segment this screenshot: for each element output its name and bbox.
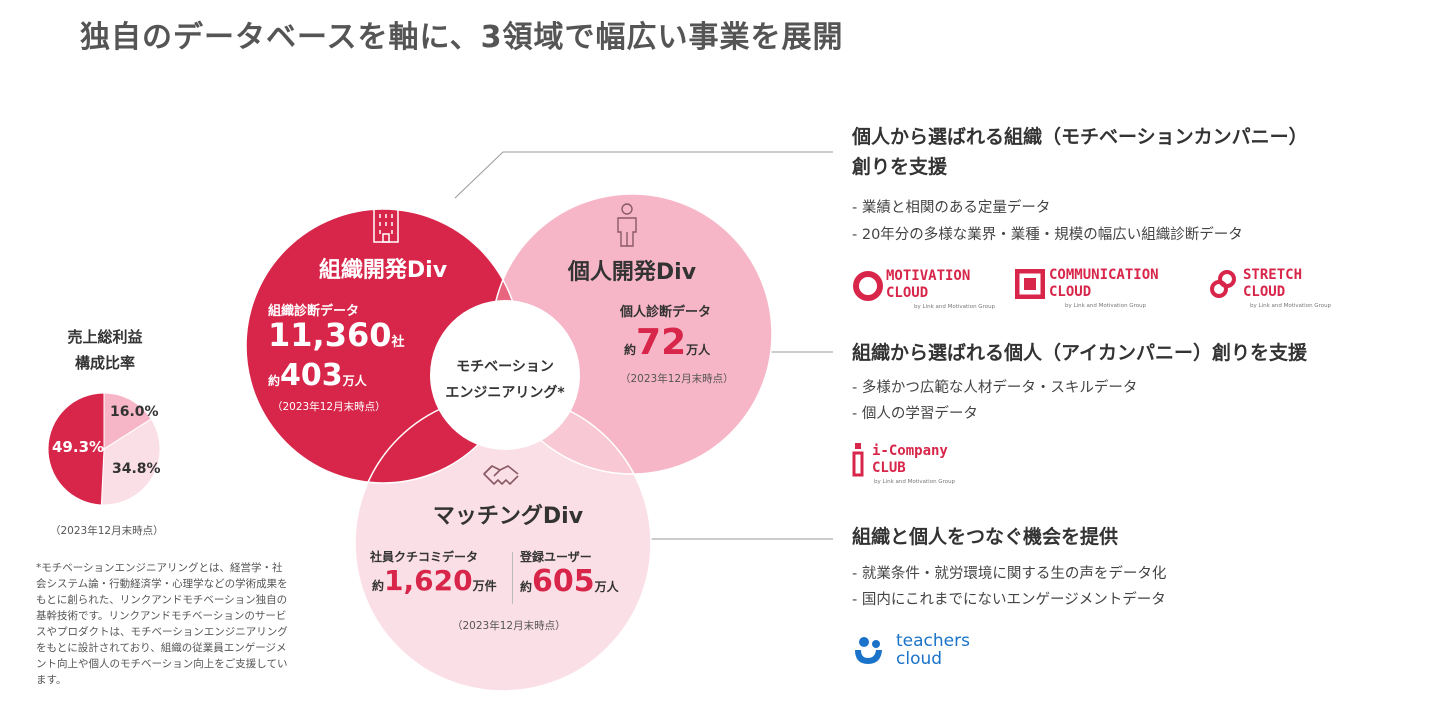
motivation-cloud-logo[interactable]: MOTIVATION CLOUD by Link and Motivation … xyxy=(852,268,995,312)
section1-bullet: - 20年分の多様な業界・業種・規模の幅広い組織診断データ xyxy=(852,227,1243,243)
pie-slice-1 xyxy=(103,392,152,450)
ind-prefix: 約 xyxy=(624,343,637,357)
pie-title-line1: 売上総利益 xyxy=(67,328,143,346)
match-value1: 1,620 xyxy=(384,564,473,597)
footnote-line: *モチベーションエンジニアリングとは、経営学・社 xyxy=(36,562,283,574)
motivation-cloud-line2: CLOUD xyxy=(886,285,929,301)
center-label-line1: モチベーション xyxy=(456,359,554,375)
org-date: （2023年12月末時点） xyxy=(272,401,386,413)
communication-cloud-line2: CLOUD xyxy=(1049,284,1092,300)
pie-label-slice-2: 34.8% xyxy=(112,461,161,477)
ind-metric-label: 個人診断データ xyxy=(620,305,712,320)
page-title: 独自のデータベースを軸に、3領域で幅広い事業を展開 xyxy=(80,20,844,55)
org-value1-row: 11,360社 xyxy=(268,316,405,354)
motivation-cloud-mark-icon xyxy=(853,271,883,301)
pie-label-slice-1: 16.0% xyxy=(110,404,159,420)
building-icon xyxy=(373,207,399,243)
org-unit1: 社 xyxy=(391,335,405,350)
org-div-title: 組織開発Div xyxy=(318,258,448,283)
i-company-mark-icon xyxy=(852,443,864,477)
match-div-title: マッチングDiv xyxy=(432,504,584,529)
ind-value: 72 xyxy=(636,322,687,363)
match-metric2-label: 登録ユーザー xyxy=(520,550,592,564)
section3-bullet: - 国内にこれまでにないエンゲージメントデータ xyxy=(852,592,1166,608)
stretch-cloud-logo[interactable]: STRETCH CLOUD by Link and Motivation Gro… xyxy=(1208,267,1338,311)
stretch-cloud-line2: CLOUD xyxy=(1243,284,1286,300)
match-metric1-label: 社員クチコミデータ xyxy=(370,550,479,564)
section1-bullet: - 業績と相関のある定量データ xyxy=(852,200,1051,216)
footnote-line: ます。 xyxy=(36,674,67,686)
i-company-club-logo[interactable]: i-Company CLUB by Link and Motivation Gr… xyxy=(852,443,982,487)
teachers-cloud-line2: cloud xyxy=(896,649,943,669)
section2-bullet: - 個人の学習データ xyxy=(852,406,978,422)
teachers-cloud-line1: teachers xyxy=(896,631,970,651)
pie-title-line2: 構成比率 xyxy=(74,354,135,372)
footnote-line: ント向上や個人のモチベーション向上をご支援してい xyxy=(36,658,288,670)
org-unit2: 万人 xyxy=(342,374,367,388)
section3-heading: 組織と個人をつなぐ機会を提供 xyxy=(852,526,1119,548)
match-value2: 605 xyxy=(532,564,595,599)
section3-bullet: - 就業条件・就労環境に関する生の声をデータ化 xyxy=(852,566,1167,582)
connector-line-top xyxy=(454,151,833,199)
teachers-cloud-logo[interactable]: teachers cloud xyxy=(852,632,982,672)
match-prefix1: 約 xyxy=(372,579,385,593)
org-metric-label: 組織診断データ xyxy=(268,304,360,319)
section2-heading: 組織から選ばれる個人（アイカンパニー）創りを支援 xyxy=(852,342,1308,364)
person-icon xyxy=(617,203,637,247)
org-prefix2: 約 xyxy=(268,374,281,388)
section1-heading-line1: 個人から選ばれる組織（モチベーションカンパニー） xyxy=(852,126,1308,148)
communication-cloud-mark-icon xyxy=(1015,269,1045,299)
motivation-cloud-sub: by Link and Motivation Group xyxy=(914,304,996,310)
center-circle xyxy=(430,300,580,450)
footnote-line: をもとに設計されており、組織の従業員エンゲージメ xyxy=(36,642,287,654)
org-value2: 403 xyxy=(280,358,343,393)
pie-slice-3 xyxy=(47,392,105,506)
pie-chart xyxy=(47,392,161,506)
ind-unit: 万人 xyxy=(686,343,711,357)
footnote-line: もとに創られた、リンクアンドモチベーション独自の xyxy=(36,594,288,606)
motivation-cloud-line1: MOTIVATION xyxy=(886,268,971,284)
center-label-line2: エンジニアリング* xyxy=(445,385,565,401)
stretch-cloud-line1: STRETCH xyxy=(1243,267,1303,283)
i-company-sub: by Link and Motivation Group xyxy=(874,479,956,485)
footnote-line: スやプロダクトは、モチベーションエンジニアリング xyxy=(36,626,288,638)
match-date: （2023年12月末時点） xyxy=(452,620,566,632)
match-value2-row: 約605万人 xyxy=(520,564,619,599)
footnote-line: 基幹技術です。リンクアンドモチベーションのサービ xyxy=(36,610,287,622)
pie-slice-2 xyxy=(100,418,161,506)
stretch-cloud-mark-icon xyxy=(1210,270,1236,298)
footnote: *モチベーションエンジニアリングとは、経営学・社 会システム論・行動経済学・心理… xyxy=(36,560,316,688)
match-divider xyxy=(512,552,513,604)
ind-div-title: 個人開発Div xyxy=(567,260,697,285)
section1-heading-line2: 創りを支援 xyxy=(852,156,948,178)
match-unit2: 万人 xyxy=(594,580,619,594)
match-prefix2: 約 xyxy=(520,580,533,594)
teachers-cloud-mark-icon xyxy=(855,637,882,664)
i-company-line1: i-Company xyxy=(872,443,948,459)
i-company-line2: CLUB xyxy=(872,460,906,476)
communication-cloud-sub: by Link and Motivation Group xyxy=(1065,303,1147,309)
communication-cloud-logo[interactable]: COMMUNICATION CLOUD by Link and Motivati… xyxy=(1015,267,1185,311)
stretch-cloud-sub: by Link and Motivation Group xyxy=(1250,303,1332,309)
ind-value-row: 約72万人 xyxy=(624,322,710,363)
pie-label-slice-3: 49.3% xyxy=(52,438,105,456)
handshake-icon xyxy=(483,465,519,485)
ind-date: （2023年12月末時点） xyxy=(620,373,734,385)
section2-bullet: - 多様かつ広範な人材データ・スキルデータ xyxy=(852,380,1138,396)
match-unit1: 万件 xyxy=(472,579,497,593)
communication-cloud-line1: COMMUNICATION xyxy=(1049,267,1159,283)
footnote-line: 会システム論・行動経済学・心理学などの学術成果を xyxy=(36,578,288,590)
match-value1-row: 約1,620万件 xyxy=(372,564,497,597)
org-value2-row: 約403万人 xyxy=(268,358,367,393)
org-value1: 11,360 xyxy=(268,316,392,354)
pie-date: （2023年12月末時点） xyxy=(50,525,164,537)
